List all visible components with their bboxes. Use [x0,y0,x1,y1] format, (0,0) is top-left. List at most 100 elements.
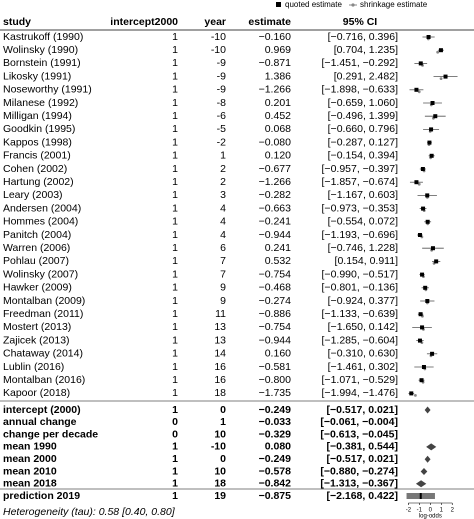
study-label: Mostert (2013) [3,321,71,333]
study-label: Montalban (2016) [3,374,85,386]
year-cell: 6 [220,242,226,254]
intercept-cell: 1 [172,229,178,241]
ci-cell: [−1.285, −0.604] [322,334,399,346]
intercept-cell: 1 [172,136,178,148]
year-cell: -9 [217,57,226,69]
quoted-point [429,127,434,132]
study-label: Francis (2001) [3,150,71,162]
estimate-cell: 0.452 [265,110,291,122]
ci-cell: [−0.746, 1.228] [328,242,398,254]
intercept-cell: 1 [172,348,178,360]
ci-cell: [−0.957, −0.397] [322,163,399,175]
ci-cell: [−0.973, −0.353] [322,202,399,214]
ci-cell: [0.704, 1.235] [334,44,398,56]
year-cell: 16 [214,374,226,386]
legend-label: shrinkage estimate [360,0,428,9]
quoted-point [429,153,434,158]
estimate-cell: −0.581 [259,361,292,373]
study-label: Warren (2006) [3,242,70,254]
year-cell: -9 [217,84,226,96]
study-label: Milligan (1994) [3,110,72,122]
year-cell: -6 [217,110,226,122]
x-tick-label: 0 [429,508,433,514]
quoted-point [425,219,430,224]
x-tick-label: -2 [406,508,412,514]
quoted-point [434,259,439,264]
quoted-point [414,180,419,185]
ci-cell: [−0.381, 0.544] [326,441,398,453]
intercept-cell: 1 [172,176,178,188]
intercept-cell: 1 [172,123,178,135]
quoted-point [420,325,425,330]
year-cell: 9 [220,282,226,294]
ci-cell: [−1.193, −0.696] [322,229,399,241]
year-cell: 7 [220,268,226,280]
estimate-cell: −0.754 [259,268,292,280]
estimate-cell: −0.241 [259,216,292,228]
study-label: prediction 2019 [3,490,80,502]
shrinkage-point [414,394,417,397]
ci-cell: [−0.613, −0.045] [320,428,398,440]
year-cell: -10 [211,44,226,56]
study-label: Noseworthy (1991) [3,84,92,96]
study-label: Kastrukoff (1990) [3,31,83,43]
intercept-cell: 1 [172,465,178,477]
estimate-cell: 0.160 [265,348,291,360]
column-header: study [3,16,31,28]
ci-cell: [−1.167, 0.603] [328,189,398,201]
intercept-cell: 1 [172,150,178,162]
year-cell: 10 [214,465,226,477]
year-cell: 13 [214,321,226,333]
study-label: mean 1990 [3,441,57,453]
ci-cell: [−1.857, −0.674] [322,176,399,188]
study-label: Goodkin (1995) [3,123,75,135]
year-cell: -9 [217,70,226,82]
intercept-cell: 1 [172,268,178,280]
intercept-cell: 1 [172,110,178,122]
intercept-cell: 1 [172,374,178,386]
quoted-point [420,272,425,277]
year-cell: 3 [220,189,226,201]
year-cell: 14 [214,348,226,360]
quoted-point [419,378,424,383]
study-label: Pohlau (2007) [3,255,69,267]
intercept-cell: 1 [172,31,178,43]
intercept-cell: 1 [172,295,178,307]
estimate-cell: −0.842 [259,478,292,490]
ci-cell: [−1.451, −0.292] [322,57,399,69]
summary-diamond [420,468,428,475]
intercept-cell: 1 [172,242,178,254]
ci-cell: [−1.461, 0.302] [328,361,398,373]
ci-cell: [−2.168, 0.422] [326,490,398,502]
intercept-cell: 1 [172,189,178,201]
intercept-cell: 0 [172,428,178,440]
ci-cell: [−1.313, −0.367] [320,478,398,490]
quoted-point [417,338,422,343]
estimate-cell: −0.329 [259,428,292,440]
quoted-point [430,246,435,251]
estimate-cell: −0.080 [259,136,292,148]
study-label: change per decade [3,428,98,440]
year-cell: -8 [217,97,226,109]
estimate-cell: −1.266 [259,176,292,188]
estimate-cell: 0.120 [265,150,291,162]
column-header: intercept2000 [110,16,178,28]
ci-cell: [−0.517, 0.021] [326,453,398,465]
study-label: Wolinsky (1990) [3,44,78,56]
estimate-cell: −0.249 [259,404,292,416]
estimate-cell: 1.386 [265,70,291,82]
year-cell: 18 [214,478,226,490]
quoted-point [418,61,423,66]
ci-cell: [−0.154, 0.394] [328,150,398,162]
year-cell: 19 [214,490,226,502]
ci-cell: [−1.898, −0.633] [322,84,399,96]
study-label: Likosky (1991) [3,70,71,82]
quoted-point [425,299,430,303]
summary-diamond [424,406,431,414]
quoted-point [420,167,425,171]
year-cell: -5 [217,123,226,135]
year-cell: 4 [220,216,226,228]
column-header: 95% CI [343,16,378,28]
ci-cell: [−0.496, 1.399] [328,110,398,122]
